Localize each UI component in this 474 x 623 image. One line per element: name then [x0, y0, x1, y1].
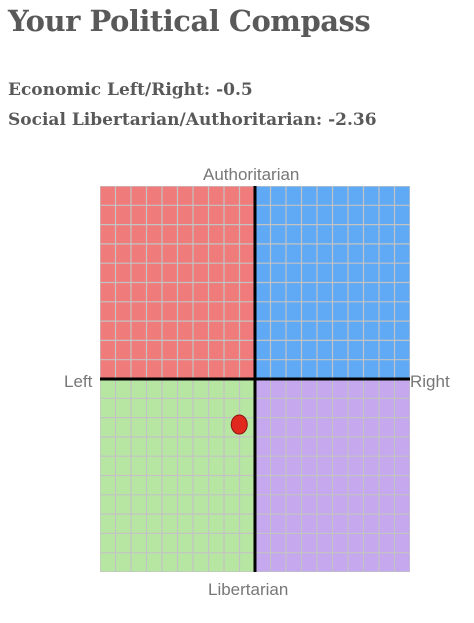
axis-label-libertarian: Libertarian: [208, 580, 289, 599]
social-score: Social Libertarian/Authoritarian: -2.36: [8, 110, 377, 130]
page-title: Your Political Compass: [8, 4, 371, 38]
economic-score: Economic Left/Right: -0.5: [8, 80, 253, 100]
axis-label-right: Right: [410, 372, 450, 391]
axis-label-authoritarian: Authoritarian: [203, 165, 300, 184]
axis-label-left: Left: [64, 372, 93, 391]
position-marker: [230, 414, 248, 435]
political-compass-chart: [100, 186, 410, 572]
compass-svg: [100, 186, 410, 572]
